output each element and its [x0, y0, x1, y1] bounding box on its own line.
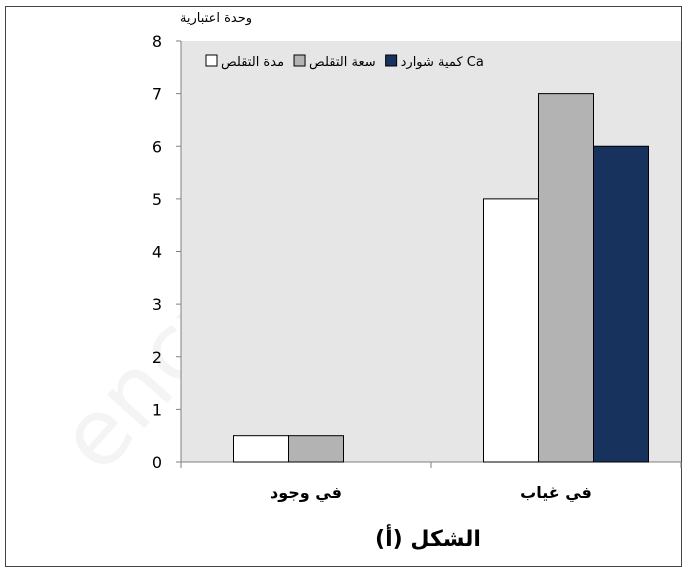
legend: مدة التقلص سعة التقلص كمية شوارد Ca: [205, 54, 484, 70]
y-tick-label: 7: [152, 85, 162, 104]
legend-swatch: [385, 54, 398, 67]
x-category-label: في وجود: [270, 483, 342, 503]
y-axis-title: وحدة اعتبارية: [180, 11, 252, 26]
bar: [483, 198, 539, 463]
figure-caption: الشكل (أ): [375, 523, 481, 552]
y-tick-label: 4: [152, 243, 162, 262]
y-tick-label: 5: [152, 190, 162, 209]
y-tick-label: 6: [152, 137, 162, 156]
y-tick-label: 2: [152, 348, 162, 367]
bars: [233, 93, 649, 463]
y-tick-label: 1: [152, 400, 162, 419]
bar: [288, 435, 344, 463]
x-ticks: [180, 462, 682, 468]
legend-label: مدة التقلص: [221, 55, 284, 70]
bar: [593, 145, 649, 463]
legend-swatch: [293, 54, 306, 67]
legend-swatch: [205, 54, 218, 67]
bar: [233, 435, 289, 463]
y-tick-label: 8: [152, 32, 162, 51]
legend-label: سعة التقلص: [309, 55, 376, 70]
y-ticks: 0 1 2 3 4 5 6 7 8: [152, 32, 181, 472]
y-tick-label: 3: [152, 295, 162, 314]
bar: [538, 93, 594, 463]
legend-label: كمية شوارد Ca: [401, 55, 484, 70]
y-tick-label: 0: [152, 453, 162, 472]
x-labels: في وجود في غياب: [270, 483, 592, 503]
x-category-label: في غياب: [520, 483, 592, 503]
